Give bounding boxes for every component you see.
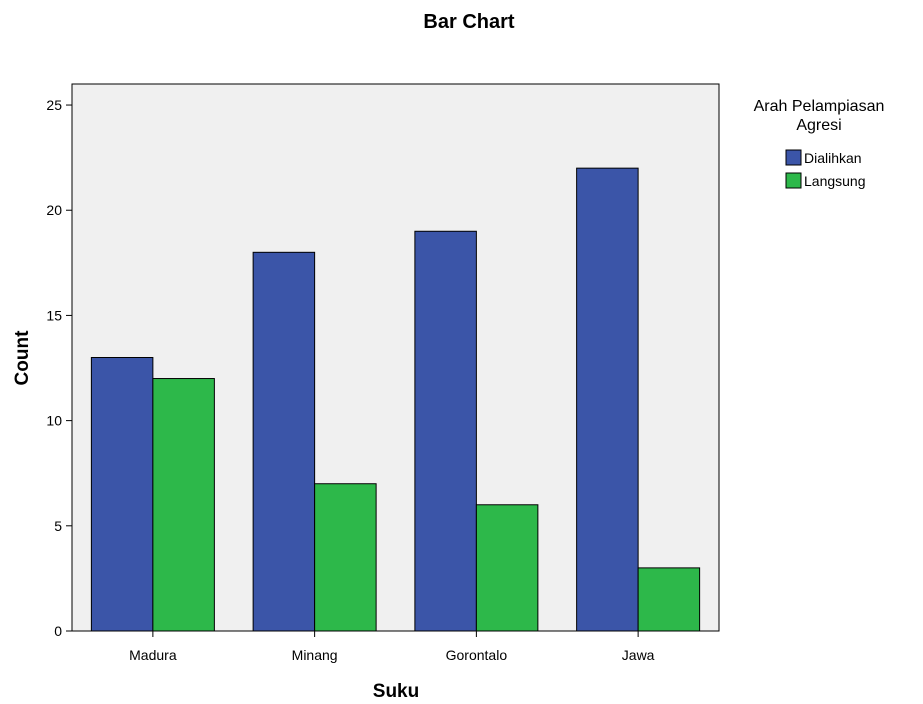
legend-swatch-langsung xyxy=(785,172,802,189)
x-tick-label: Minang xyxy=(292,647,338,663)
bar-dialihkan-gorontalo xyxy=(414,230,477,632)
x-tick-label: Jawa xyxy=(622,647,655,663)
bar-dialihkan-minang xyxy=(252,251,316,632)
bar-langsung-gorontalo xyxy=(475,504,539,632)
y-tick-label: 25 xyxy=(46,97,62,113)
legend-swatch-dialihkan xyxy=(785,149,802,166)
y-tick-label: 15 xyxy=(46,307,62,323)
x-tick-label: Madura xyxy=(129,647,177,663)
y-tick-label: 10 xyxy=(46,413,62,429)
y-axis: 0 5 10 15 20 25 xyxy=(46,97,72,639)
y-tick-label: 20 xyxy=(46,202,62,218)
x-axis-title: Suku xyxy=(373,681,419,702)
x-tick-label: Gorontalo xyxy=(446,647,508,663)
legend-title-line-2: Agresi xyxy=(796,117,841,134)
legend-label-langsung: Langsung xyxy=(804,173,866,189)
chart-title: Bar Chart xyxy=(423,11,514,33)
bar-dialihkan-jawa xyxy=(576,167,639,632)
x-axis: Madura Minang Gorontalo Jawa xyxy=(129,631,655,663)
legend-title-line-1: Arah Pelampiasan xyxy=(754,98,885,115)
bar-dialihkan-madura xyxy=(90,357,154,632)
bar-langsung-madura xyxy=(152,378,215,632)
legend: Arah Pelampiasan Agresi Dialihkan Langsun… xyxy=(754,98,885,189)
bar-langsung-minang xyxy=(314,483,377,632)
y-tick-label: 5 xyxy=(54,518,62,534)
y-axis-title: Count xyxy=(12,330,33,386)
bars-layer xyxy=(90,167,701,632)
legend-label-dialihkan: Dialihkan xyxy=(804,150,862,166)
y-tick-label: 0 xyxy=(54,623,62,639)
bar-langsung-jawa xyxy=(637,567,701,632)
